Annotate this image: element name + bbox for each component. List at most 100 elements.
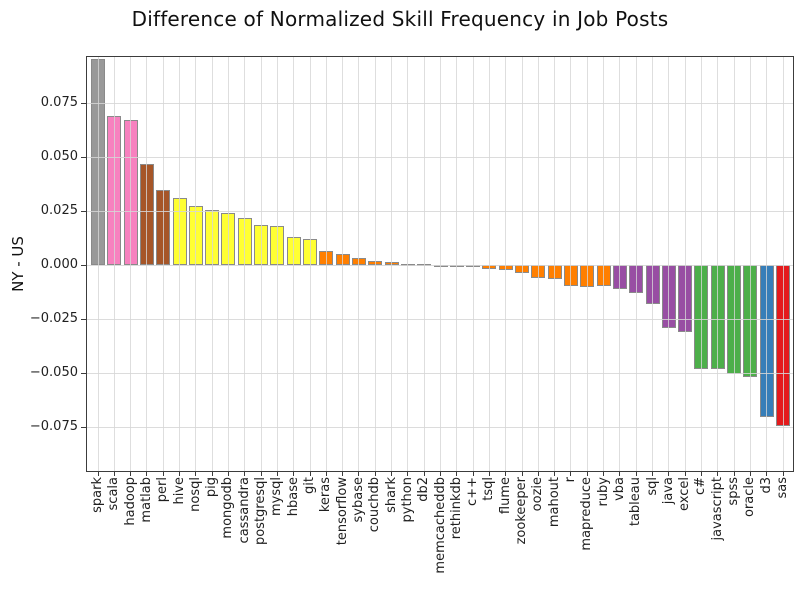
x-tick-label-oracle: oracle <box>742 477 758 518</box>
x-tick-mark <box>342 472 344 476</box>
bar-mongodb <box>221 213 236 266</box>
y-tick-label: 0.075 <box>40 95 78 111</box>
x-tick-label-excel: excel <box>677 477 693 511</box>
bar-java <box>661 265 676 328</box>
bar-python <box>400 263 415 266</box>
x-tick-mark <box>537 472 539 476</box>
chart-title: Difference of Normalized Skill Frequency… <box>131 7 669 31</box>
x-tick-label-hadoop: hadoop <box>122 477 138 526</box>
bar-d3 <box>759 265 774 418</box>
x-tick-mark <box>391 472 393 476</box>
x-tick-label-oozie: oozie <box>530 477 546 512</box>
gridline-x-excel <box>684 56 686 472</box>
x-tick-label-cassandra: cassandra <box>236 477 252 544</box>
bar-keras <box>319 250 334 266</box>
x-tick-label-vba: vba <box>611 477 627 501</box>
x-tick-mark <box>293 472 295 476</box>
bar-sql <box>645 265 660 304</box>
bar-flume <box>498 265 513 271</box>
gridline-x-flume <box>505 56 507 472</box>
bar-spss <box>727 265 742 375</box>
x-tick-mark <box>652 472 654 476</box>
gridline-x-zookeeper <box>521 56 523 472</box>
x-tick-label-python: python <box>399 477 415 523</box>
bar-git <box>303 238 318 266</box>
bar-spark <box>91 59 105 266</box>
bar-nosql <box>188 206 203 266</box>
gridline-x-mahout <box>554 56 556 472</box>
x-tick-mark <box>374 472 376 476</box>
y-tick-label: −0.025 <box>29 311 78 327</box>
x-tick-label-couchdb: couchdb <box>367 477 383 533</box>
gridline-x-c# <box>700 56 702 472</box>
gridline-x-javascript <box>717 56 719 472</box>
gridline-x-vba <box>619 56 621 472</box>
x-tick-mark <box>570 472 572 476</box>
x-tick-mark <box>619 472 621 476</box>
x-tick-mark <box>260 472 262 476</box>
gridline-x-ruby <box>603 56 605 472</box>
bar-shark <box>384 261 399 266</box>
x-tick-label-flume: flume <box>497 477 513 515</box>
x-tick-label-tensorflow: tensorflow <box>334 477 350 546</box>
x-tick-label-mysql: mysql <box>269 477 285 516</box>
gridline-x-java <box>668 56 670 472</box>
bar-mysql <box>270 225 285 266</box>
y-tick-label: 0.050 <box>40 149 78 165</box>
x-tick-label-memcacheddb: memcacheddb <box>432 477 448 574</box>
gridline-y-0.075 <box>86 103 794 105</box>
x-tick-label-db2: db2 <box>416 477 432 502</box>
x-tick-label-postgresql: postgresql <box>253 477 269 546</box>
x-tick-mark <box>700 472 702 476</box>
x-tick-mark <box>440 472 441 476</box>
x-tick-mark <box>733 472 735 476</box>
x-tick-label-c#: c# <box>693 477 709 496</box>
x-tick-mark <box>407 472 409 476</box>
x-tick-label-rethinkdb: rethinkdb <box>448 477 464 540</box>
x-tick-label-sybase: sybase <box>350 477 366 523</box>
x-tick-mark <box>456 472 458 476</box>
gridline-x-rethinkdb <box>456 56 458 472</box>
x-tick-mark <box>766 472 768 476</box>
bar-oozie <box>531 265 546 279</box>
x-tick-label-d3: d3 <box>758 477 774 494</box>
x-tick-mark <box>472 472 474 476</box>
x-tick-mark <box>113 472 115 476</box>
gridline-x-c++ <box>472 56 474 472</box>
x-tick-mark <box>586 472 588 476</box>
bar-cassandra <box>237 217 252 266</box>
x-tick-mark <box>684 472 686 476</box>
x-tick-mark <box>309 472 311 476</box>
x-tick-mark <box>554 472 556 476</box>
bar-db2 <box>417 264 432 267</box>
x-tick-label-nosql: nosql <box>187 477 203 512</box>
x-tick-mark <box>505 472 507 476</box>
x-tick-mark <box>521 472 523 476</box>
bar-rethinkdb <box>449 265 464 268</box>
x-tick-mark <box>179 472 181 476</box>
x-tick-label-mapreduce: mapreduce <box>579 477 595 551</box>
bar-tableau <box>629 265 644 293</box>
x-tick-label-r: r <box>562 477 578 483</box>
y-tick-label: −0.075 <box>29 419 78 435</box>
gridline-x-sql <box>652 56 654 472</box>
bar-hive <box>172 198 187 266</box>
bar-postgresql <box>254 225 269 266</box>
bar-sas <box>776 265 791 426</box>
x-tick-label-tableau: tableau <box>628 477 644 527</box>
y-tick-mark <box>81 319 86 321</box>
gridline-y-−0.075 <box>86 427 794 429</box>
x-tick-mark <box>668 472 670 476</box>
x-tick-label-ruby: ruby <box>595 477 611 507</box>
gridline-x-tsql <box>488 56 490 472</box>
x-tick-mark <box>782 472 784 476</box>
x-tick-mark <box>603 472 605 476</box>
y-tick-mark <box>81 427 86 429</box>
bar-oracle <box>743 265 758 378</box>
x-tick-label-sql: sql <box>644 477 660 496</box>
bar-mapreduce <box>580 265 595 288</box>
x-tick-label-scala: scala <box>106 477 122 511</box>
y-tick-label: −0.050 <box>29 365 78 381</box>
gridline-y-0.050 <box>86 157 794 159</box>
